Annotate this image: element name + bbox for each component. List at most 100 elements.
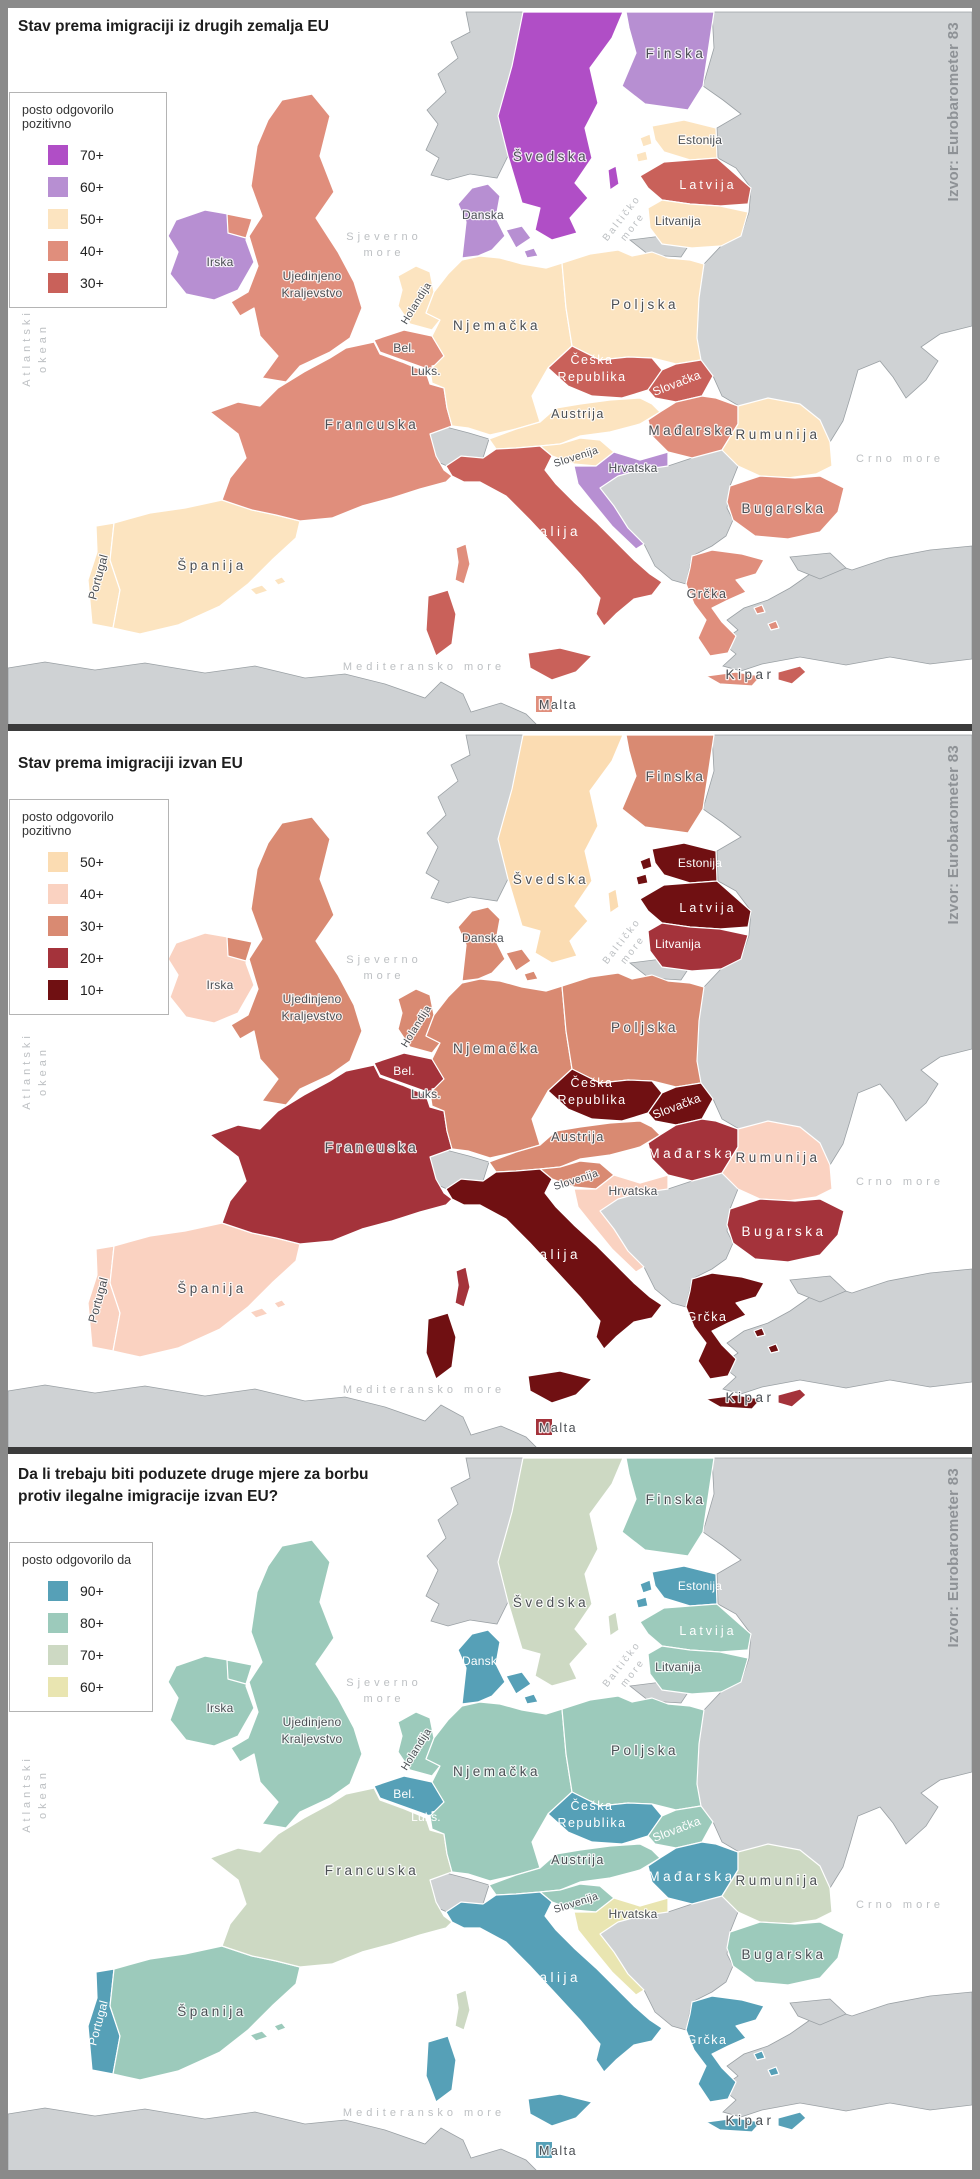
country-label-malta: Malta xyxy=(539,1421,577,1435)
country-shape-romania xyxy=(721,397,833,479)
country-shape-lithuania xyxy=(647,922,749,972)
sea-label-atlantic-ocean: Atlantski okean xyxy=(21,1755,49,1833)
legend-box-1: posto odgovorilo pozitivno 70+ 60+ 50+ 40+ 3… xyxy=(9,92,167,308)
country-shape-spain xyxy=(109,1222,301,1358)
country-shape-finland xyxy=(621,1457,715,1557)
map-title-1-line1: Stav prema imigraciji iz drugih zemalja … xyxy=(18,18,329,35)
country-shape-spain xyxy=(249,1307,269,1319)
country-shape-latvia xyxy=(639,1603,752,1653)
legend-label: 60+ xyxy=(80,1679,104,1695)
sea-label-black-sea: Crno more xyxy=(856,1899,944,1911)
country-label-germany: Njemačka xyxy=(453,1041,541,1056)
country-shape-spain xyxy=(249,2030,269,2042)
country-shape-italy xyxy=(425,1312,457,1380)
legend-row: 30+ xyxy=(48,273,156,293)
map-panel-2: Sjeverno more Atlantski okean Baltičkomore Me… xyxy=(8,731,972,1447)
country-label-uk: Ujedinjeno Kraljevstvo xyxy=(282,1715,343,1746)
country-label-poland: Poljska xyxy=(611,297,679,312)
country-shape-france xyxy=(209,1064,453,1245)
non-eu-land xyxy=(696,11,972,443)
sea-label-mediterranean-sea: Mediteransko more xyxy=(343,1384,505,1396)
legend-swatch xyxy=(48,241,68,261)
country-label-bulgaria: Bugarska xyxy=(741,1224,826,1239)
country-shape-spain xyxy=(273,1299,287,1309)
country-shape-italy xyxy=(527,647,593,681)
non-eu-land xyxy=(8,661,537,724)
legend-row: 30+ xyxy=(48,916,158,936)
legend-label: 40+ xyxy=(80,886,104,902)
country-label-croatia: Hrvatska xyxy=(609,1184,658,1198)
country-shape-latvia xyxy=(639,157,752,207)
legend-swatch xyxy=(48,273,68,293)
legend-label: 50+ xyxy=(80,211,104,227)
country-shape-estonia xyxy=(635,873,649,886)
country-shape-latvia xyxy=(639,880,752,930)
legend-swatch xyxy=(48,1581,68,1601)
country-label-sweden: Švedska xyxy=(513,149,589,164)
country-shape-greece xyxy=(685,549,765,657)
country-label-belgium: Bel. xyxy=(393,341,414,355)
country-shape-greece xyxy=(753,604,766,615)
legend-row: 40+ xyxy=(48,884,158,904)
country-shape-finland xyxy=(621,734,715,834)
country-shape-france xyxy=(209,1787,453,1968)
map-title-2-line1: Stav prema imigraciji izvan EU xyxy=(18,755,243,772)
country-label-lithuania: Litvanija xyxy=(655,1660,701,1674)
legend-row: 50+ xyxy=(48,209,156,229)
country-label-ireland: Irska xyxy=(206,255,233,269)
country-label-luxembourg: Luks. xyxy=(411,1810,441,1824)
legend-label: 70+ xyxy=(80,1647,104,1663)
country-label-austria: Austrija xyxy=(551,407,605,421)
country-label-bulgaria: Bugarska xyxy=(741,501,826,516)
non-eu-land xyxy=(696,734,972,1166)
country-label-austria: Austrija xyxy=(551,1130,605,1144)
country-label-france: Francuska xyxy=(325,1863,420,1878)
country-shape-lithuania xyxy=(647,1645,749,1695)
legend-swatch xyxy=(48,948,68,968)
europe-map-1: Sjeverno more Atlantski okean Baltičkomore Me… xyxy=(8,8,972,724)
country-shape-denmark xyxy=(505,1671,532,1695)
country-shape-italy xyxy=(527,1370,593,1404)
legend-swatch xyxy=(48,1677,68,1697)
map-title-3-line2: protiv ilegalne imigracije izvan EU? xyxy=(18,1488,279,1505)
legend-row: 40+ xyxy=(48,241,156,261)
country-label-sweden: Švedska xyxy=(513,1595,589,1610)
country-label-lithuania: Litvanija xyxy=(655,214,701,228)
legend-label: 50+ xyxy=(80,854,104,870)
country-shape-greece xyxy=(753,1327,766,1338)
country-label-romania: Rumunija xyxy=(735,1150,820,1165)
country-label-latvia: Latvija xyxy=(679,1624,736,1638)
country-label-spain: Španija xyxy=(177,2004,247,2019)
country-shape-denmark xyxy=(457,1629,506,1705)
legend-swatch xyxy=(48,1645,68,1665)
legend-label: 30+ xyxy=(80,275,104,291)
country-shape-estonia xyxy=(639,1579,653,1594)
country-shape-sweden xyxy=(497,11,624,241)
country-label-italy: Italija xyxy=(525,1970,581,1985)
country-label-ireland: Irska xyxy=(206,1701,233,1715)
country-shape-romania xyxy=(721,1120,833,1202)
legend-swatch xyxy=(48,980,68,1000)
country-label-cyprus: Kipar xyxy=(725,667,774,682)
country-shape-uk xyxy=(230,816,363,1106)
country-shape-denmark xyxy=(523,970,539,982)
legend-swatch xyxy=(48,145,68,165)
country-shape-italy xyxy=(445,445,663,627)
country-label-latvia: Latvija xyxy=(679,901,736,915)
country-shape-greece xyxy=(705,1394,762,1410)
country-label-cyprus: Kipar xyxy=(725,2113,774,2128)
source-label-1: Izvor: Eurobarometer 83 xyxy=(945,22,962,202)
country-label-cyprus: Kipar xyxy=(725,1390,774,1405)
country-shape-spain xyxy=(109,1945,301,2081)
sea-label-north-sea: Sjeverno more xyxy=(346,1677,421,1705)
legend-rows-1: 70+ 60+ 50+ 40+ 30+ xyxy=(22,145,156,293)
non-eu-land xyxy=(8,2107,537,2170)
country-shape-france xyxy=(454,1266,471,1308)
country-shape-greece xyxy=(767,620,780,631)
legend-row: 70+ xyxy=(48,145,156,165)
country-shape-denmark xyxy=(457,906,506,982)
country-shape-sweden xyxy=(607,165,620,191)
legend-swatch xyxy=(48,852,68,872)
country-shape-croatia xyxy=(573,1174,669,1273)
country-shape-uk xyxy=(226,1659,253,1685)
